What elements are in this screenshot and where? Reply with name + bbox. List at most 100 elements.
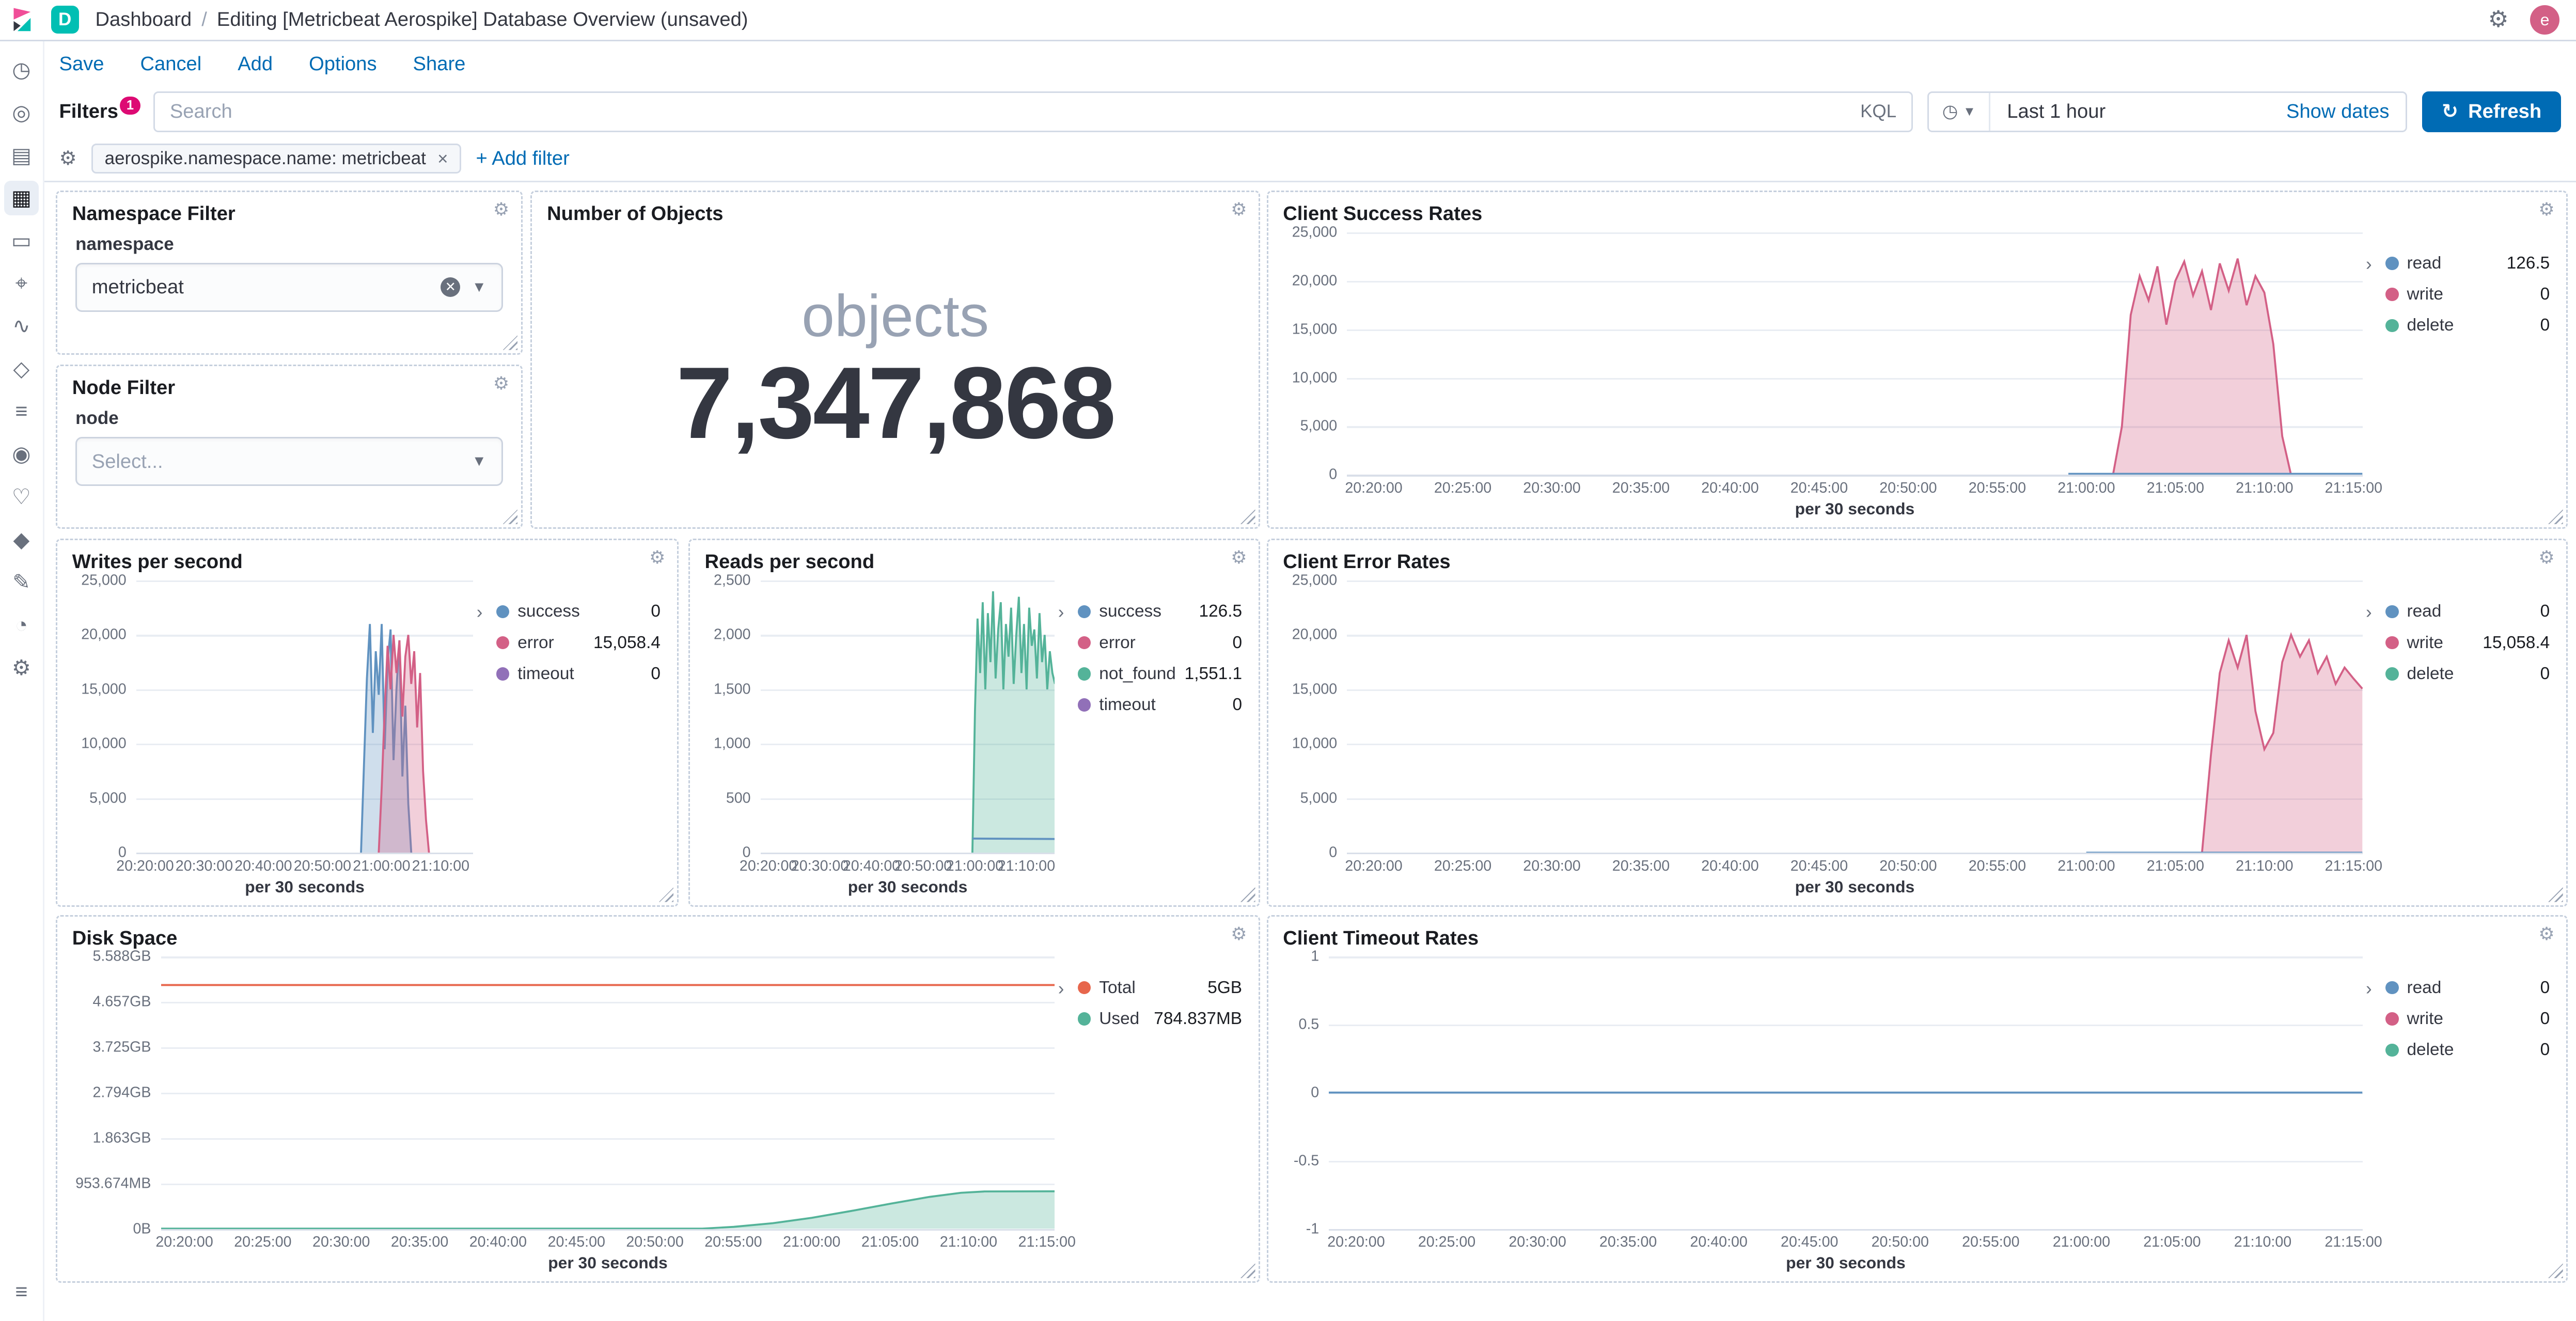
save-button[interactable]: Save xyxy=(59,53,104,75)
legend-item-Used[interactable]: Used 784.837MB xyxy=(1077,1009,1242,1029)
legend-item-delete[interactable]: delete 0 xyxy=(2385,316,2550,335)
visualize-icon[interactable]: ▤ xyxy=(11,143,32,167)
settings-icon[interactable]: ⚙ xyxy=(2488,6,2509,32)
time-picker-quick-menu[interactable]: ◷ ▼ xyxy=(1929,92,1991,131)
x-tick-label: 21:10:00 xyxy=(2236,480,2294,497)
uptime-icon[interactable]: ♡ xyxy=(11,485,31,509)
show-dates-button[interactable]: Show dates xyxy=(2286,100,2390,123)
legend-label: read xyxy=(2407,253,2442,273)
panel-number-of-objects: Number of Objects ⚙ objects 7,347,868 xyxy=(530,190,1260,529)
add-filter-button[interactable]: + Add filter xyxy=(476,147,570,170)
stack-monitoring-icon[interactable]: ◔ xyxy=(14,612,28,637)
legend-item-not_found[interactable]: not_found 1,551.1 xyxy=(1077,664,1242,684)
filter-pill[interactable]: aerospike.namespace.name: metricbeat × xyxy=(91,143,461,174)
legend-value: 0 xyxy=(2540,316,2550,335)
panel-settings-icon[interactable]: ⚙ xyxy=(2538,923,2555,944)
discover-icon[interactable]: ◎ xyxy=(12,100,31,124)
legend-item-success[interactable]: success 0 xyxy=(496,602,661,621)
time-range-value[interactable]: Last 1 hour xyxy=(2007,100,2106,123)
plot-area xyxy=(1347,232,2363,477)
siem-icon[interactable]: ◆ xyxy=(13,527,30,552)
legend-item-Total[interactable]: Total 5GB xyxy=(1077,978,1242,998)
clear-selection-icon[interactable]: ✕ xyxy=(441,277,461,297)
gridline xyxy=(1347,329,2363,331)
legend-item-write[interactable]: write 15,058.4 xyxy=(2385,633,2550,653)
y-tick-label: 1,500 xyxy=(713,681,751,698)
y-tick-label: 0 xyxy=(118,844,127,861)
user-avatar[interactable]: e xyxy=(2530,5,2560,35)
legend-item-timeout[interactable]: timeout 0 xyxy=(1077,695,1243,715)
legend-item-delete[interactable]: delete 0 xyxy=(2385,664,2550,684)
panel-settings-icon[interactable]: ⚙ xyxy=(493,199,510,219)
legend-item-error[interactable]: error 15,058.4 xyxy=(496,633,661,653)
legend-collapse-icon[interactable]: › xyxy=(476,602,483,623)
legend-item-write[interactable]: write 0 xyxy=(2385,1009,2550,1029)
options-button[interactable]: Options xyxy=(309,53,377,75)
client-timeout-rates-chart: -1 -0.5 0 0.5 1 20:20:00 20:25:00 20:30:00 20:35… xyxy=(1281,948,2382,1272)
y-tick-label: 0B xyxy=(133,1220,151,1237)
legend-value: 0 xyxy=(1232,695,1243,715)
legend-item-read[interactable]: read 0 xyxy=(2385,978,2550,998)
x-tick-label: 20:50:00 xyxy=(293,857,352,874)
search-input[interactable] xyxy=(169,100,1847,123)
kql-toggle[interactable]: KQL xyxy=(1860,101,1897,122)
legend-item-error[interactable]: error 0 xyxy=(1077,633,1242,653)
panel-settings-icon[interactable]: ⚙ xyxy=(649,547,666,568)
maps-icon[interactable]: ⌖ xyxy=(15,271,28,295)
panel-settings-icon[interactable]: ⚙ xyxy=(1231,199,1247,219)
namespace-combobox[interactable]: metricbeat ✕ ▼ xyxy=(75,262,503,312)
legend-item-read[interactable]: read 126.5 xyxy=(2385,254,2550,273)
gridline xyxy=(136,689,474,691)
x-tick-label: 21:00:00 xyxy=(946,857,1004,874)
metric-label: objects xyxy=(802,282,989,349)
dev-tools-icon[interactable]: ✎ xyxy=(12,570,30,594)
canvas-icon[interactable]: ▭ xyxy=(11,228,32,253)
legend-collapse-icon[interactable]: › xyxy=(2365,978,2372,999)
dashboard-toolbar: Save Cancel Add Options Share xyxy=(44,41,2576,87)
dashboard-icon[interactable]: ▦ xyxy=(4,180,39,215)
logs-icon[interactable]: ≡ xyxy=(15,399,28,423)
panel-settings-icon[interactable]: ⚙ xyxy=(1231,923,1247,944)
legend-collapse-icon[interactable]: › xyxy=(2365,254,2372,275)
legend-color-dot xyxy=(2385,319,2399,333)
x-tick-label: 20:25:00 xyxy=(1434,480,1492,497)
x-tick-label: 21:00:00 xyxy=(783,1234,841,1251)
breadcrumb-dashboard[interactable]: Dashboard xyxy=(95,8,192,31)
refresh-button[interactable]: ↻ Refresh xyxy=(2422,91,2562,133)
panel-header: Disk Space ⚙ xyxy=(57,917,1259,953)
gridline xyxy=(161,1138,1055,1140)
cancel-button[interactable]: Cancel xyxy=(140,53,202,75)
gridline xyxy=(1347,580,2363,583)
legend-item-timeout[interactable]: timeout 0 xyxy=(496,664,661,684)
legend-item-read[interactable]: read 0 xyxy=(2385,602,2550,621)
legend-item-success[interactable]: success 126.5 xyxy=(1077,602,1242,621)
legend-item-delete[interactable]: delete 0 xyxy=(2385,1040,2550,1060)
filter-remove-icon[interactable]: × xyxy=(437,148,448,169)
panel-title: Node Filter xyxy=(72,376,176,399)
management-icon[interactable]: ⚙ xyxy=(11,655,31,680)
chart-legend: › read 0 write 15,058.4 delete 0 xyxy=(2366,580,2553,895)
gridline xyxy=(161,1229,1055,1231)
collapse-menu-icon[interactable]: ≡ xyxy=(15,1280,28,1304)
recently-viewed-icon[interactable]: ◷ xyxy=(12,58,31,82)
panel-settings-icon[interactable]: ⚙ xyxy=(2538,199,2555,219)
legend-collapse-icon[interactable]: › xyxy=(2365,602,2372,623)
panel-namespace-filter: Namespace Filter ⚙ namespace metricbeat … xyxy=(56,190,523,355)
share-button[interactable]: Share xyxy=(413,53,466,75)
node-select[interactable]: Select... ▼ xyxy=(75,436,503,486)
panel-settings-icon[interactable]: ⚙ xyxy=(1231,547,1247,568)
legend-collapse-icon[interactable]: › xyxy=(1058,602,1064,623)
legend-collapse-icon[interactable]: › xyxy=(1058,978,1064,999)
space-avatar[interactable]: D xyxy=(51,6,79,34)
apm-icon[interactable]: ◉ xyxy=(12,442,31,466)
panel-settings-icon[interactable]: ⚙ xyxy=(2538,547,2555,568)
infrastructure-icon[interactable]: ◇ xyxy=(13,356,30,381)
panel-settings-icon[interactable]: ⚙ xyxy=(493,373,510,394)
add-button[interactable]: Add xyxy=(238,53,273,75)
filters-menu-button[interactable]: Filters 1 xyxy=(59,97,140,123)
legend-item-write[interactable]: write 0 xyxy=(2385,285,2550,304)
elastic-logo[interactable] xyxy=(0,7,44,32)
x-tick-label: 20:55:00 xyxy=(704,1234,762,1251)
machine-learning-icon[interactable]: ∿ xyxy=(12,314,30,338)
filter-options-icon[interactable]: ⚙ xyxy=(59,147,77,169)
